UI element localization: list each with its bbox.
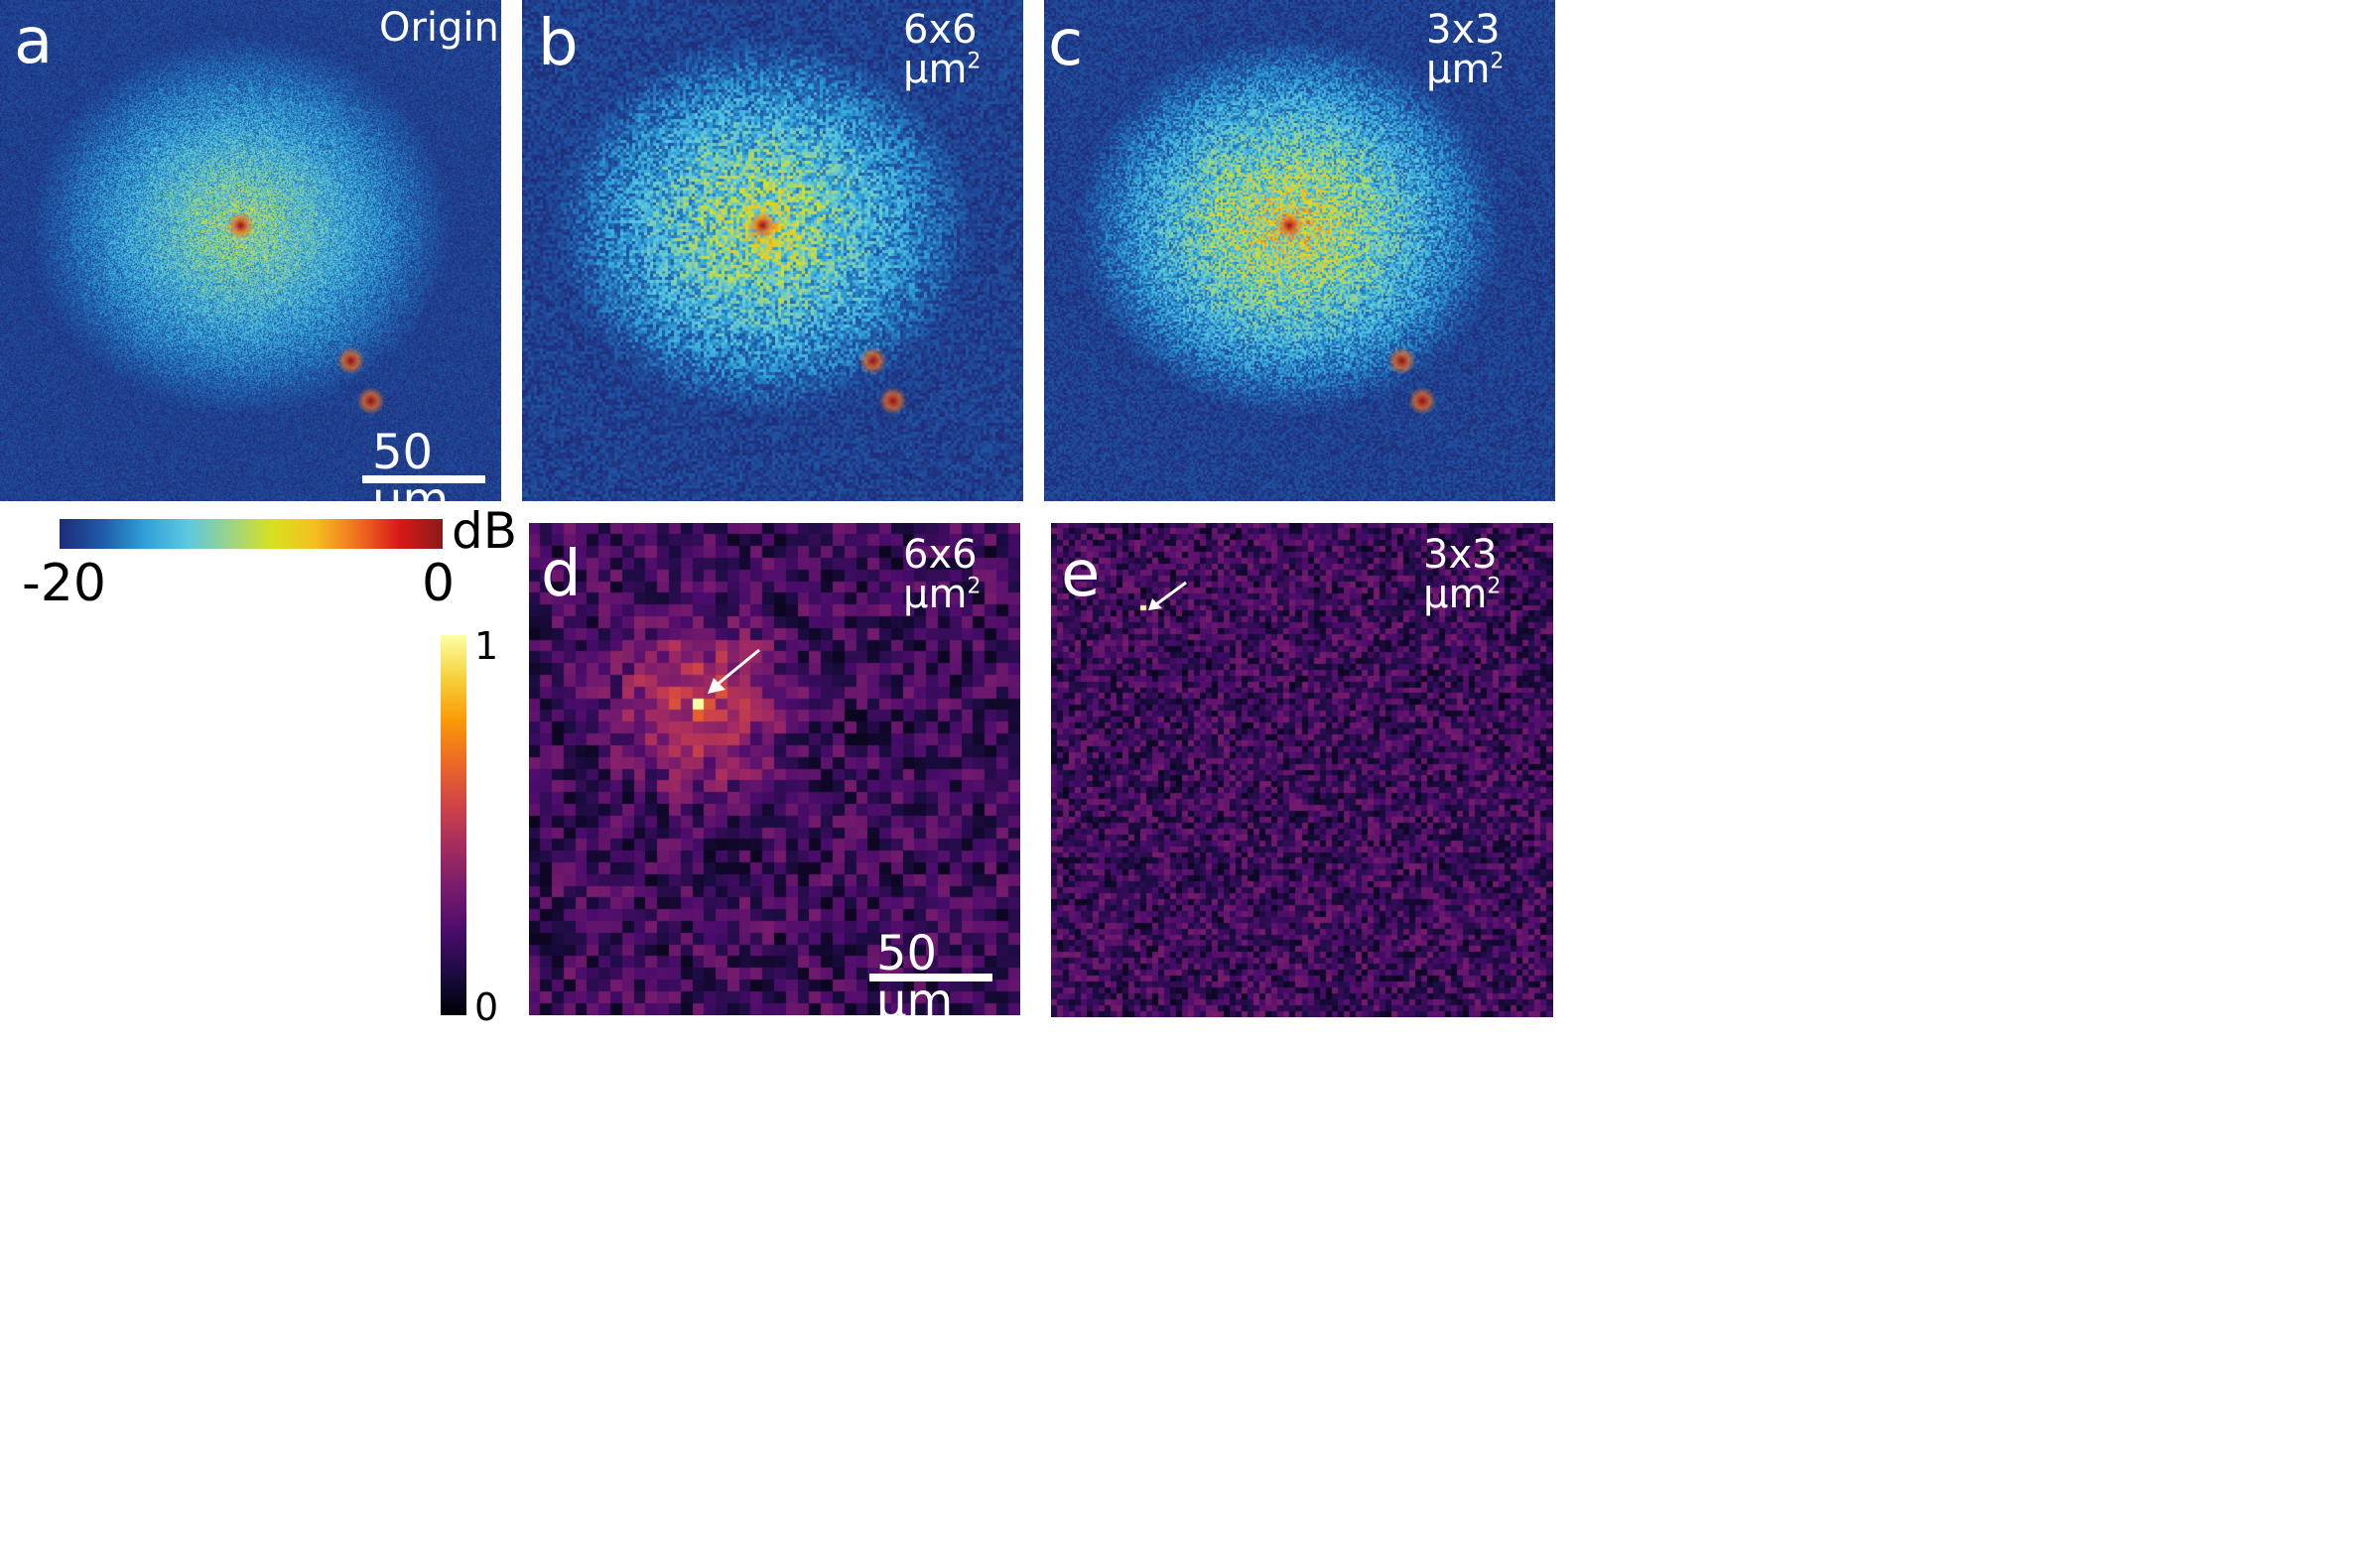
white-arrow-icon bbox=[708, 648, 760, 694]
scale-bar-label-d: 50 µm bbox=[876, 926, 954, 1015]
panel-tag-6x6-sup: 2 bbox=[967, 49, 982, 74]
colorbar-db-unit: dB bbox=[452, 502, 518, 560]
panel-letter-e: e bbox=[1061, 538, 1101, 611]
pixel-map-3x3 bbox=[1051, 523, 1553, 1017]
colorbar-db bbox=[60, 519, 443, 549]
panel-d-6x6-map: d 6x6 µm2 50 µm bbox=[529, 523, 1020, 1015]
panel-letter-c: c bbox=[1048, 7, 1084, 80]
panel-b-6x6-image: b 6x6 µm2 bbox=[522, 0, 1023, 501]
colorbar-normalized bbox=[441, 635, 466, 1015]
oct-image-6x6 bbox=[522, 0, 1023, 501]
panel-c-3x3-image: c 3x3 µm2 bbox=[1044, 0, 1555, 501]
panel-tag-e-text: 3x3 µm bbox=[1423, 532, 1498, 617]
panel-tag-d-sup: 2 bbox=[967, 574, 982, 599]
panel-letter-b: b bbox=[538, 7, 579, 80]
panel-tag-6x6-text: 6x6 µm bbox=[903, 7, 978, 92]
panel-tag-3x3: 3x3 µm2 bbox=[1426, 10, 1555, 89]
panel-tag-6x6: 6x6 µm2 bbox=[903, 10, 1023, 89]
panel-letter-a: a bbox=[14, 5, 54, 78]
scale-bar-d bbox=[869, 974, 992, 981]
panel-tag-d-text: 6x6 µm bbox=[903, 532, 978, 617]
oct-image-3x3 bbox=[1044, 0, 1555, 501]
scale-bar-a bbox=[362, 475, 485, 483]
panel-tag-3x3-text: 3x3 µm bbox=[1426, 7, 1501, 92]
panel-a-original-image: a Original 50 µm bbox=[0, 0, 501, 501]
scale-bar-label-a: 50 µm bbox=[372, 425, 450, 501]
colorbar-normalized-min-label: 0 bbox=[474, 985, 499, 1029]
panel-tag-e-3x3: 3x3 µm2 bbox=[1423, 535, 1553, 614]
panel-tag-e-sup: 2 bbox=[1487, 574, 1502, 599]
colorbar-db-max-label: 0 bbox=[422, 554, 456, 613]
oct-image-original bbox=[0, 0, 501, 501]
panel-e-3x3-map: e 3x3 µm2 bbox=[1051, 523, 1553, 1017]
panel-letter-d: d bbox=[541, 538, 582, 611]
panel-tag-d-6x6: 6x6 µm2 bbox=[903, 535, 1020, 614]
panel-tag-original: Original bbox=[379, 5, 501, 51]
white-arrow-icon bbox=[1148, 581, 1187, 610]
colorbar-normalized-max-label: 1 bbox=[474, 624, 499, 668]
pixel-map-6x6 bbox=[529, 523, 1020, 1015]
panel-tag-3x3-sup: 2 bbox=[1490, 49, 1505, 74]
colorbar-db-min-label: -20 bbox=[22, 554, 106, 613]
